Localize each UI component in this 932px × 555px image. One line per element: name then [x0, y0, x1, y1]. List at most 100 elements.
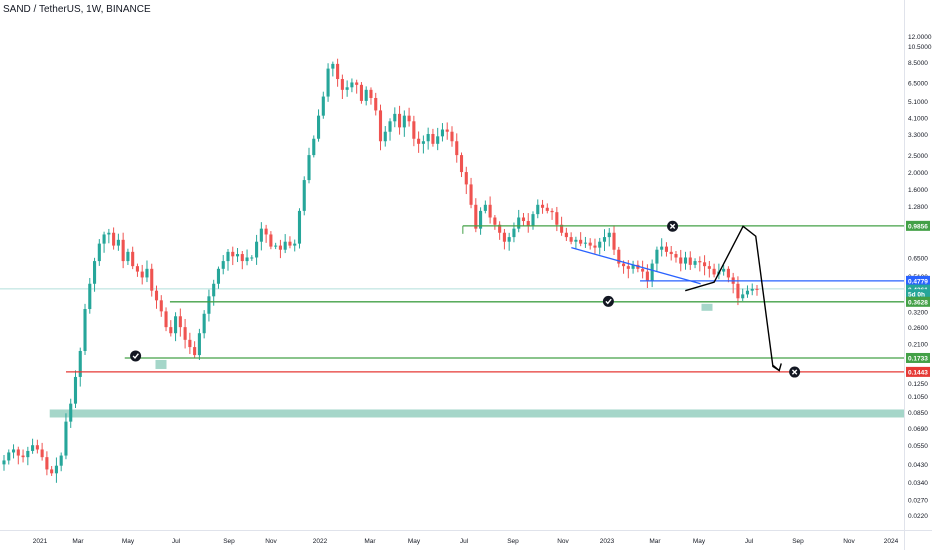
candle-body [388, 121, 392, 132]
candle-body [369, 89, 373, 98]
projection-path [685, 225, 780, 372]
price-tag-label: 0.3628 [908, 299, 928, 306]
candle-body [283, 241, 287, 250]
candle-body [469, 184, 473, 205]
candle-body [674, 254, 678, 258]
candles [2, 58, 759, 483]
candle-body [31, 445, 35, 451]
y-tick-label: 8.5000 [908, 60, 928, 67]
candle-body [69, 403, 73, 422]
candle-body [598, 241, 602, 248]
candle-body [655, 249, 659, 264]
candle-body [383, 131, 387, 142]
y-tick-label: 0.0430 [908, 462, 928, 469]
candle-body [207, 296, 211, 314]
candle-body [197, 333, 201, 356]
price-tag-bg [906, 275, 930, 286]
y-tick-label: 0.0220 [908, 513, 928, 520]
y-tick-label: 0.0690 [908, 426, 928, 433]
candle-body [450, 131, 454, 142]
y-tick-label: 0.0340 [908, 480, 928, 487]
candle-body [116, 239, 120, 246]
candle-body [269, 234, 273, 247]
candle-body [545, 207, 549, 211]
candle-body [359, 84, 363, 101]
check-mark [605, 298, 612, 305]
candle-body [336, 63, 340, 80]
price-tag-bg [906, 220, 930, 231]
candle-body [297, 210, 302, 244]
candle-body [183, 327, 187, 340]
candle-body [302, 180, 306, 211]
y-tick-label: 3.3000 [908, 132, 928, 139]
candle-body [316, 115, 321, 139]
x-tick-label: Nov [843, 538, 855, 545]
candle-body [164, 311, 168, 328]
candle-body [464, 172, 468, 185]
candle-body [54, 465, 58, 474]
candle-body [107, 232, 111, 235]
candle-body [626, 266, 630, 269]
y-tick-label: 10.5000 [908, 44, 932, 51]
candle-body [579, 239, 583, 244]
candle-body [540, 204, 545, 208]
x-tick-label: Jul [172, 538, 181, 545]
candle-body [736, 283, 740, 299]
candle-body [131, 251, 135, 267]
y-tick-label: 4.1000 [908, 115, 928, 122]
y-tick-label: 5.1000 [908, 99, 928, 106]
candle-body [235, 254, 240, 257]
candle-body [726, 268, 730, 278]
candle-body [312, 138, 316, 156]
candle-body [188, 339, 192, 348]
candle-body [645, 271, 649, 281]
candle-body [73, 376, 78, 404]
price-tag-label: 0.1443 [908, 369, 928, 376]
candle-body [703, 262, 707, 267]
candle-body [622, 263, 626, 267]
y-tick-label: 2.5000 [908, 153, 928, 160]
y-tick-label: 1.2800 [908, 204, 928, 211]
candle-body [212, 283, 216, 297]
x-tick-label: 2023 [600, 538, 615, 545]
candle-body [274, 245, 278, 247]
candle-body [331, 63, 335, 69]
candle-body [407, 115, 411, 122]
x-tick-label: Nov [557, 538, 569, 545]
candle-body [412, 121, 416, 139]
candle-body [607, 232, 611, 238]
candle-body [512, 228, 516, 238]
candle-body [374, 97, 378, 111]
candle-body [631, 264, 635, 269]
y-tick-label: 0.3200 [908, 309, 928, 316]
candle-body [583, 242, 587, 244]
candle-body [288, 241, 292, 246]
candle-body [750, 288, 754, 291]
candle-body [536, 204, 540, 215]
y-tick-label: 12.0000 [908, 34, 932, 41]
candle-body [307, 155, 311, 181]
candle-body [507, 237, 511, 242]
candle-body [350, 82, 354, 88]
candle-body [664, 246, 668, 252]
candle-body [35, 445, 39, 450]
candle-body [617, 249, 621, 264]
check-icon [130, 350, 142, 362]
candle-body [445, 129, 449, 132]
candle-body [693, 261, 697, 265]
candle-body [102, 234, 106, 244]
candle-body [698, 261, 702, 263]
candle-body [588, 242, 592, 246]
check-icon [602, 295, 614, 307]
candle-body [560, 224, 564, 233]
candle-body [722, 268, 726, 272]
x-tick-label: Sep [223, 538, 235, 545]
y-tick-label: 6.5000 [908, 80, 928, 87]
candle-body [459, 155, 464, 173]
candle-body [602, 237, 607, 242]
candle-body [140, 271, 144, 278]
candle-body [126, 251, 130, 262]
chart-title: SAND / TetherUS, 1W, BINANCE [3, 4, 151, 15]
candle-body [93, 261, 97, 284]
